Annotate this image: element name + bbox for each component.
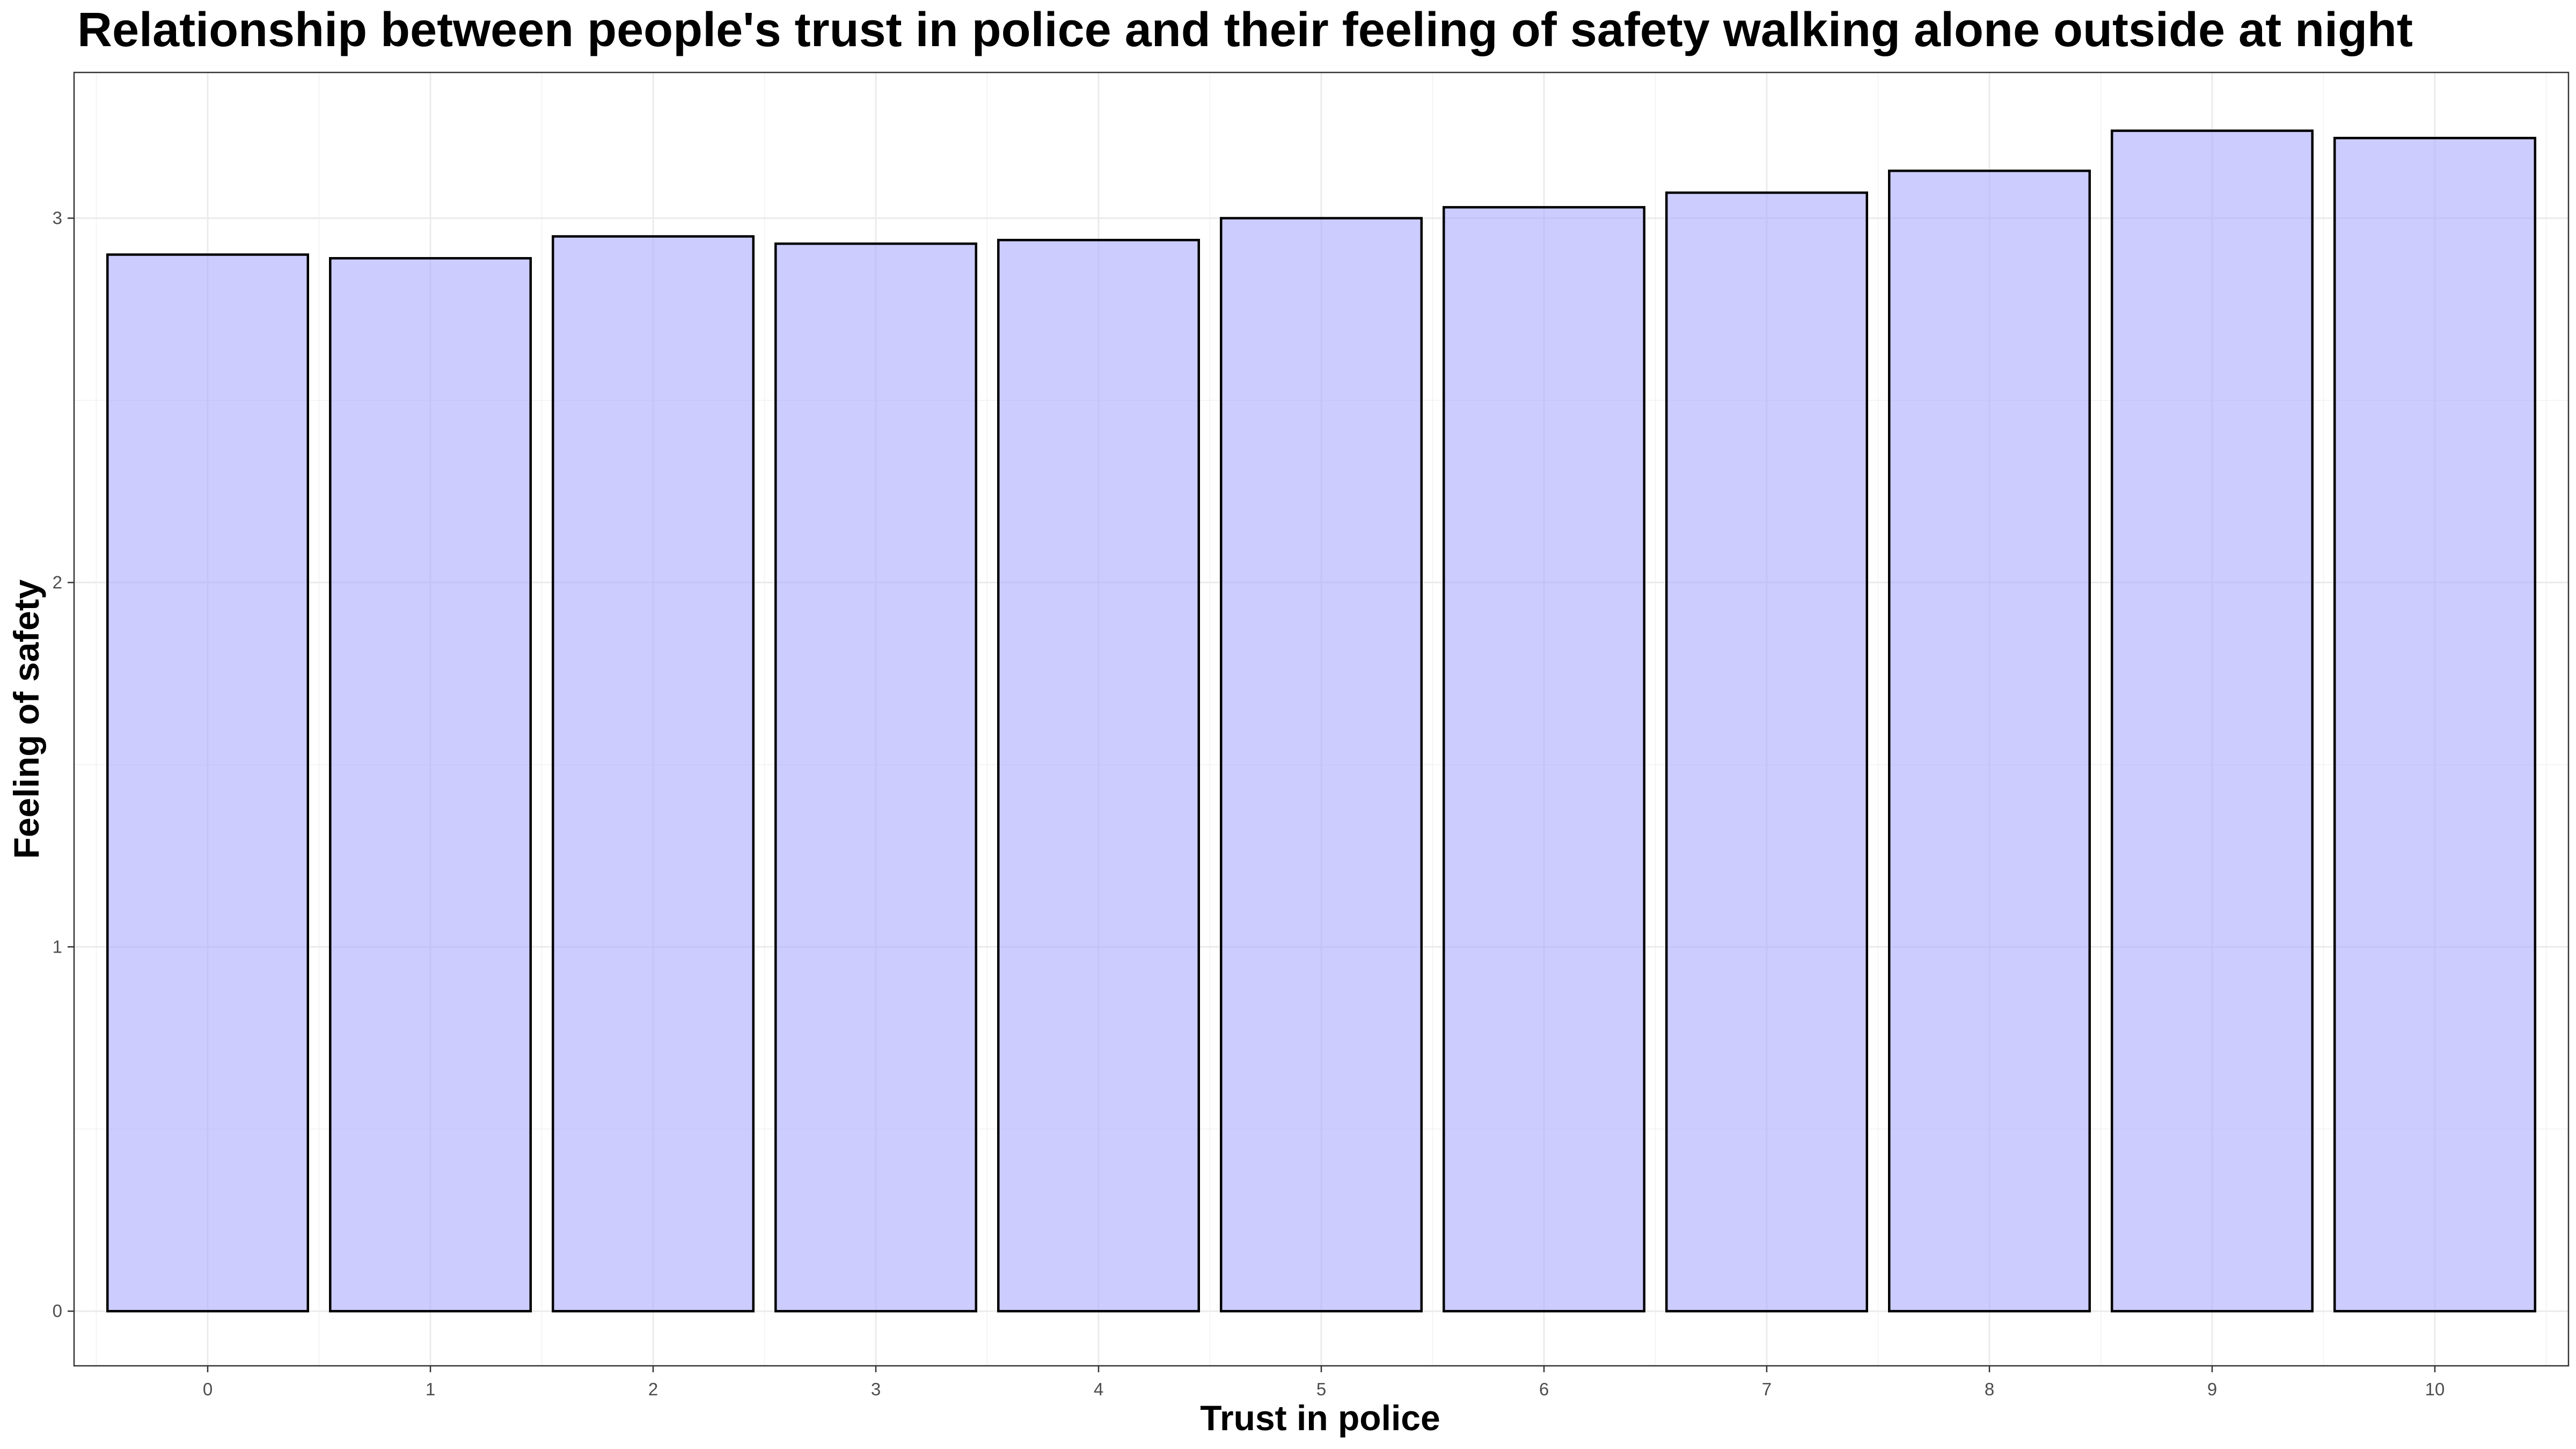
- y-tick-label: 1: [53, 936, 62, 956]
- bars: [106, 129, 2536, 1313]
- x-tick-label: 0: [203, 1379, 213, 1399]
- bar-trust-4: [997, 239, 1200, 1313]
- x-tick-label: 3: [871, 1379, 881, 1399]
- y-axis-ticks: 0 1 2 3: [53, 208, 74, 1321]
- x-tick-label: 2: [648, 1379, 658, 1399]
- bar-trust-6: [1443, 206, 1645, 1313]
- bar-trust-3: [774, 242, 977, 1313]
- bar-trust-0: [106, 253, 309, 1313]
- y-tick-label: 3: [53, 208, 62, 228]
- x-axis-ticks: 0 1 2 3 4 5 6 7 8 9 10: [203, 1366, 2445, 1399]
- bar-trust-1: [329, 257, 532, 1313]
- x-tick-label: 1: [426, 1379, 435, 1399]
- y-tick-label: 0: [53, 1301, 62, 1321]
- bar-trust-7: [1665, 191, 1868, 1313]
- y-axis-label: Feeling of safety: [6, 579, 46, 859]
- bar-trust-9: [2111, 129, 2314, 1313]
- x-tick-label: 5: [1316, 1379, 1326, 1399]
- bar-trust-2: [552, 235, 755, 1313]
- bar-trust-8: [1888, 170, 2091, 1313]
- x-tick-label: 6: [1539, 1379, 1549, 1399]
- x-tick-label: 9: [2207, 1379, 2217, 1399]
- x-tick-label: 8: [1985, 1379, 1994, 1399]
- x-axis-label: Trust in police: [1200, 1398, 1440, 1438]
- x-tick-label: 4: [1094, 1379, 1103, 1399]
- y-tick-label: 2: [53, 572, 62, 592]
- bar-trust-5: [1220, 217, 1423, 1313]
- bar-trust-10: [2333, 136, 2536, 1313]
- x-tick-label: 10: [2425, 1379, 2445, 1399]
- chart-title: Relationship between people's trust in p…: [77, 3, 2413, 57]
- x-tick-label: 7: [1762, 1379, 1772, 1399]
